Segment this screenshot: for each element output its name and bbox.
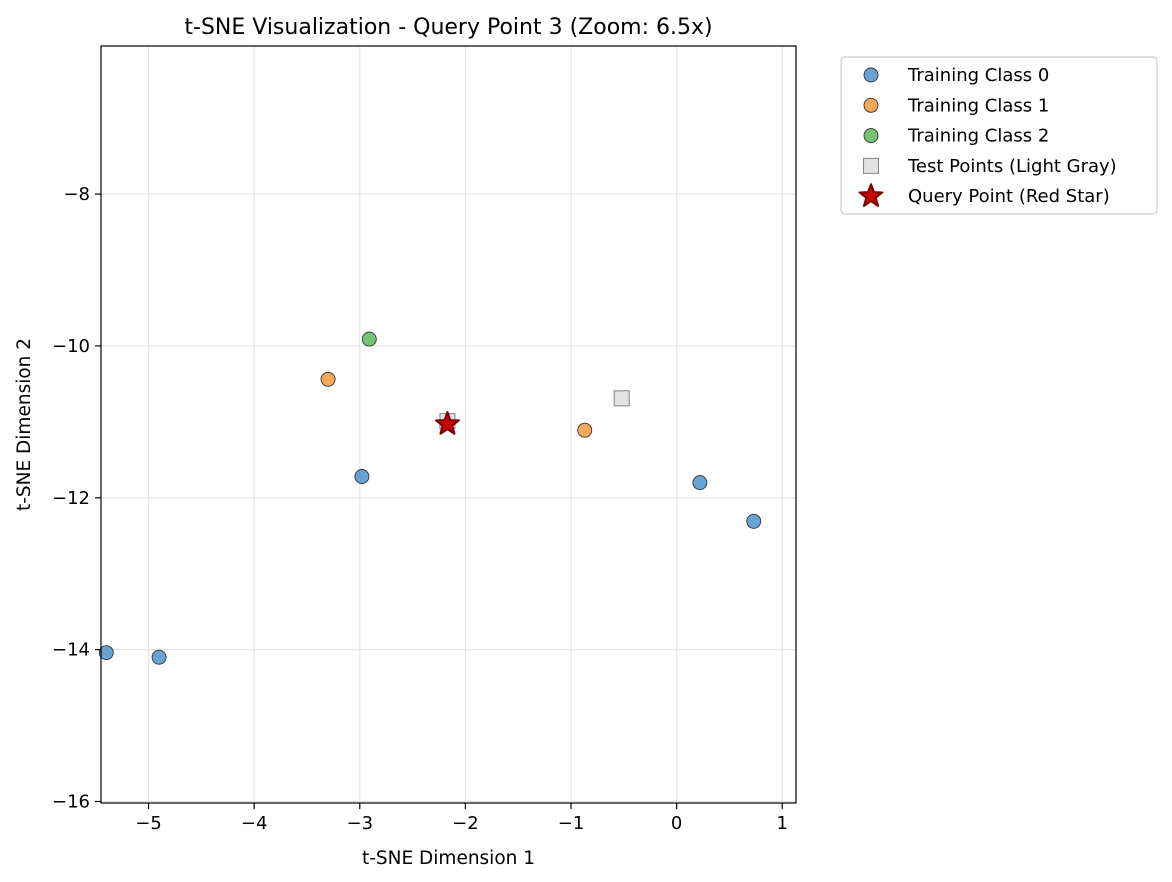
x-tick-label: 0 <box>671 813 682 834</box>
x-tick-label: −1 <box>558 813 585 834</box>
legend-label-0: Training Class 0 <box>907 65 1049 86</box>
x-tick-label: −2 <box>452 813 479 834</box>
data-points <box>98 331 762 665</box>
legend: Training Class 0 Training Class 1 Training… <box>840 56 1158 215</box>
legend-frame <box>840 56 1158 215</box>
y-axis-ticks: −16 −14 −12 −10 −8 <box>52 184 101 812</box>
y-tick-label: −8 <box>63 184 90 205</box>
data-point-series-3 <box>613 390 630 407</box>
y-tick-label: −14 <box>52 640 90 661</box>
data-point-series-0 <box>151 649 167 665</box>
x-tick-label: −4 <box>241 813 268 834</box>
plot-area: −5 −4 −3 −2 −1 0 1 −16−14−12−10−8 <box>52 45 797 834</box>
x-axis-ticks: −5 −4 −3 −2 −1 0 1 <box>135 803 788 834</box>
legend-marker-0 <box>863 67 879 83</box>
x-tick-label: −5 <box>135 813 162 834</box>
legend-label-1: Training Class 1 <box>907 95 1049 116</box>
y-tick-label: −12 <box>52 488 90 509</box>
y-tick-label: −10 <box>52 336 90 357</box>
data-point-series-1 <box>577 422 593 438</box>
legend-label-4: Query Point (Red Star) <box>908 186 1110 207</box>
data-point-series-0 <box>692 475 708 491</box>
legend-marker-3 <box>862 157 880 174</box>
data-point-series-4 <box>435 411 460 435</box>
legend-label-2: Training Class 2 <box>907 126 1049 147</box>
y-axis-label: t-SNE Dimension 2 <box>14 338 35 511</box>
data-point-series-1 <box>320 371 336 387</box>
y-tick-label: −16 <box>52 791 90 812</box>
axes-frame <box>100 45 797 804</box>
data-point-series-0 <box>98 645 114 661</box>
grid-lines <box>101 46 796 803</box>
chart-title: t-SNE Visualization - Query Point 3 (Zoo… <box>184 15 712 40</box>
x-tick-label: −3 <box>347 813 374 834</box>
x-axis-label: t-SNE Dimension 1 <box>362 848 535 869</box>
data-point-series-2 <box>361 331 377 347</box>
legend-label-3: Test Points (Light Gray) <box>907 156 1117 177</box>
legend-marker-2 <box>863 128 879 144</box>
legend-marker-4 <box>858 183 884 207</box>
data-point-series-0 <box>354 469 370 484</box>
x-tick-label: 1 <box>777 813 788 834</box>
data-point-series-0 <box>746 513 762 529</box>
legend-marker-1 <box>863 97 879 113</box>
